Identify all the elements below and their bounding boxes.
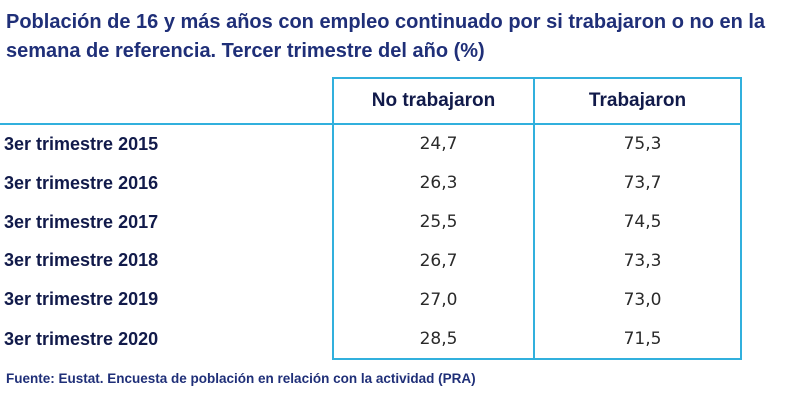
data-table: No trabajaron Trabajaron 3er trimestre 2…: [0, 77, 742, 360]
table-header-trabajaron: Trabajaron: [534, 77, 742, 125]
table-header-row: No trabajaron Trabajaron: [0, 77, 742, 125]
cell-no-trabajaron: 26,3: [332, 163, 535, 203]
source-note: Fuente: Eustat. Encuesta de población en…: [6, 371, 476, 386]
table-header-blank: [0, 78, 333, 125]
row-label: 3er trimestre 2016: [4, 172, 159, 193]
data-table-container: No trabajaron Trabajaron 3er trimestre 2…: [0, 77, 742, 360]
chart-title: Población de 16 y más años con empleo co…: [6, 11, 766, 62]
cell-no-trabajaron: 27,0: [332, 280, 535, 320]
table-row: 3er trimestre 2019 27,0 73,0: [0, 280, 742, 320]
table-header-no-trabajaron: No trabajaron: [332, 77, 535, 125]
row-label: 3er trimestre 2018: [4, 250, 159, 271]
cell-trabajaron: 73,0: [534, 280, 742, 320]
cell-no-trabajaron: 24,7: [332, 124, 535, 164]
row-label: 3er trimestre 2019: [4, 289, 159, 310]
cell-trabajaron: 73,7: [534, 163, 742, 203]
table-row: 3er trimestre 2017 25,5 74,5: [0, 202, 742, 242]
row-label: 3er trimestre 2020: [4, 328, 159, 349]
cell-trabajaron: 71,5: [534, 319, 742, 360]
cell-no-trabajaron: 26,7: [332, 241, 535, 281]
table-row: 3er trimestre 2018 26,7 73,3: [0, 241, 742, 281]
row-label: 3er trimestre 2017: [4, 211, 159, 232]
table-row: 3er trimestre 2015 24,7 75,3: [0, 124, 742, 164]
cell-trabajaron: 74,5: [534, 202, 742, 242]
table-row: 3er trimestre 2020 28,5 71,5: [0, 319, 742, 360]
table-row: 3er trimestre 2016 26,3 73,7: [0, 163, 742, 203]
cell-no-trabajaron: 25,5: [332, 202, 535, 242]
cell-no-trabajaron: 28,5: [332, 319, 535, 360]
cell-trabajaron: 75,3: [534, 124, 742, 164]
row-label: 3er trimestre 2015: [4, 133, 159, 154]
cell-trabajaron: 73,3: [534, 241, 742, 281]
